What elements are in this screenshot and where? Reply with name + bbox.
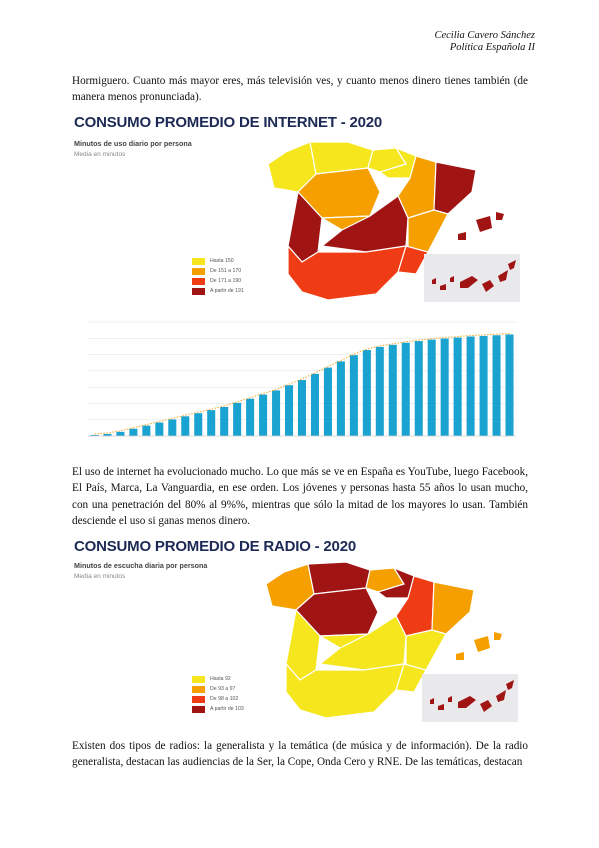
chart-bar xyxy=(181,416,190,436)
chart-bar xyxy=(116,431,125,436)
legend-label: De 98 a 102 xyxy=(210,696,239,702)
map-region-castilla-la-mancha xyxy=(318,615,407,671)
legend-item: Hasta 150 xyxy=(192,256,244,266)
internet-map-subtitle: Minutos de uso diario por persona xyxy=(74,139,192,148)
map-region-valencia xyxy=(405,629,447,671)
paragraph-tv-age: Hormiguero. Cuanto más mayor eres, más t… xyxy=(72,75,528,104)
page-header: Cecilia Cavero Sánchez Política Española… xyxy=(434,30,535,54)
chart-bar xyxy=(401,342,410,436)
radio-map-subtitle: Minutos de escucha diaria por persona xyxy=(74,561,208,570)
legend-swatch xyxy=(192,257,205,265)
chart-bar xyxy=(272,390,281,436)
legend-label: Hasta 150 xyxy=(210,258,234,264)
chart-bar xyxy=(129,428,138,436)
chart-bar xyxy=(362,349,371,436)
chart-bar xyxy=(492,335,501,436)
radio-map-title: CONSUMO PROMEDIO DE RADIO - 2020 xyxy=(74,538,356,555)
radio-map-legend: Hasta 92 De 93 a 97 De 98 a 102 A partir… xyxy=(192,674,244,714)
legend-swatch xyxy=(192,277,205,285)
legend-label: A partir de 191 xyxy=(210,288,244,294)
canary-islands-inset xyxy=(424,254,520,302)
map-region-castilla-la-mancha xyxy=(320,195,409,253)
legend-item: A partir de 191 xyxy=(192,286,244,296)
internet-map-legend: Hasta 150 De 151 a 170 De 171 a 190 A pa… xyxy=(192,256,244,296)
map-region-cataluna xyxy=(431,581,475,635)
chart-bar xyxy=(220,406,229,436)
chart-bar xyxy=(310,373,319,436)
legend-swatch xyxy=(192,267,205,275)
legend-item: De 151 a 170 xyxy=(192,266,244,276)
chart-bar xyxy=(207,410,216,436)
chart-bar xyxy=(285,385,294,436)
chart-bar xyxy=(440,338,449,436)
chart-bar xyxy=(414,341,423,436)
canary-islands-map xyxy=(430,680,514,712)
chart-bar xyxy=(323,367,332,436)
chart-bar xyxy=(155,422,164,436)
chart-bar xyxy=(103,433,112,436)
legend-item: A partir de 103 xyxy=(192,704,244,714)
legend-item: Hasta 92 xyxy=(192,674,244,684)
legend-label: A partir de 103 xyxy=(210,706,244,712)
author-name: Cecilia Cavero Sánchez xyxy=(434,30,535,41)
legend-item: De 171 a 190 xyxy=(192,276,244,286)
internet-spain-map xyxy=(267,141,504,301)
map-region-mallorca xyxy=(474,636,490,652)
chart-bar xyxy=(168,419,177,436)
legend-item: De 98 a 102 xyxy=(192,694,244,704)
radio-spain-map xyxy=(265,561,502,719)
chart-bar xyxy=(194,413,203,436)
canary-islands-inset xyxy=(422,674,518,722)
chart-bar xyxy=(427,339,436,436)
chart-bar xyxy=(388,344,397,436)
usage-chart-svg xyxy=(88,321,516,437)
internet-consumption-map-figure: CONSUMO PROMEDIO DE INTERNET - 2020 Minu… xyxy=(68,108,530,308)
legend-swatch xyxy=(192,705,205,713)
map-region-valencia xyxy=(407,209,449,253)
chart-bar xyxy=(142,425,151,436)
legend-swatch xyxy=(192,287,205,295)
legend-label: De 93 a 97 xyxy=(210,686,236,692)
chart-series-line xyxy=(94,332,510,435)
chart-bar xyxy=(90,434,99,436)
chart-bar xyxy=(453,337,462,436)
chart-bar xyxy=(246,398,255,436)
internet-map-title: CONSUMO PROMEDIO DE INTERNET - 2020 xyxy=(74,114,383,131)
paragraph-internet-evolution: El uso de internet ha evolucionado mucho… xyxy=(72,466,528,528)
chart-bar xyxy=(505,334,514,436)
course-name: Política Española II xyxy=(449,42,535,53)
legend-label: Hasta 92 xyxy=(210,676,231,682)
canary-islands-map xyxy=(432,260,516,292)
chart-bar xyxy=(466,336,475,436)
map-region-andalucia xyxy=(285,662,405,719)
internet-map-note: Media en minutos xyxy=(74,151,126,158)
chart-bar xyxy=(375,346,384,436)
internet-usage-chart xyxy=(68,314,530,444)
map-region-menorca xyxy=(494,632,502,640)
map-region-ibiza xyxy=(456,652,464,660)
paragraph-radio-types: Existen dos tipos de radios: la generali… xyxy=(72,740,528,769)
legend-swatch xyxy=(192,685,205,693)
chart-bar xyxy=(297,380,307,436)
chart-bar xyxy=(479,335,488,436)
chart-bar xyxy=(349,355,358,436)
map-region-ibiza xyxy=(458,232,466,240)
map-region-andalucia xyxy=(287,244,407,301)
legend-swatch xyxy=(192,695,205,703)
legend-swatch xyxy=(192,675,205,683)
radio-map-note: Media en minutos xyxy=(74,573,126,580)
chart-bar xyxy=(336,361,345,436)
chart-bar xyxy=(259,394,268,436)
legend-label: De 151 a 170 xyxy=(210,268,242,274)
map-region-cataluna xyxy=(433,161,477,215)
chart-bar xyxy=(233,402,242,436)
legend-label: De 171 a 190 xyxy=(210,278,242,284)
radio-consumption-map-figure: CONSUMO PROMEDIO DE RADIO - 2020 Minutos… xyxy=(68,534,530,724)
map-region-menorca xyxy=(496,212,504,220)
map-region-mallorca xyxy=(476,216,492,232)
legend-item: De 93 a 97 xyxy=(192,684,244,694)
